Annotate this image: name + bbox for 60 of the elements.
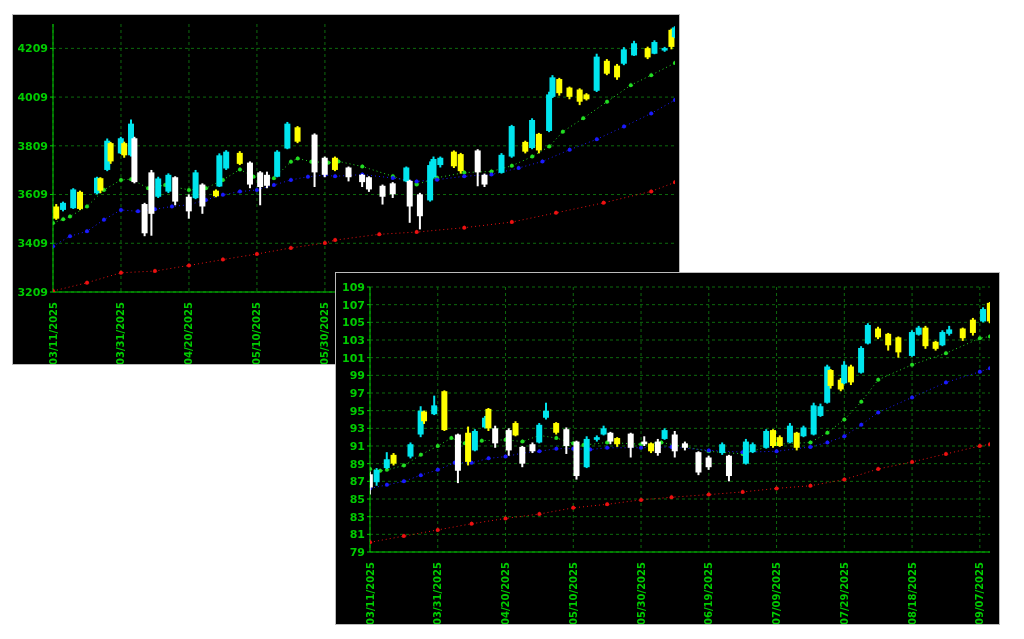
x-tick-label: 03/31/2025: [115, 301, 127, 365]
y-tick-label: 105: [342, 316, 365, 330]
candlestick: [841, 360, 848, 386]
candlestick: [627, 431, 634, 459]
x-tick-label: 07/29/2025: [838, 561, 850, 625]
candlestick: [471, 428, 478, 453]
candlestick: [498, 152, 505, 175]
y-tick-label: 85: [349, 492, 365, 506]
x-tick-label: 09/07/2025: [974, 561, 986, 625]
candlestick: [763, 428, 770, 450]
candlestick: [107, 140, 114, 165]
y-tick-label: 99: [349, 369, 365, 383]
candlestick: [474, 148, 481, 188]
candlestick: [492, 424, 499, 449]
y-tick-label: 3809: [17, 139, 48, 153]
candlestick: [895, 335, 902, 359]
y-tick-label: 101: [342, 351, 365, 365]
candlestick: [695, 450, 702, 477]
candlestick: [847, 363, 854, 387]
x-tick-label: 07/09/2025: [771, 561, 783, 625]
candlestick: [922, 324, 929, 350]
candlestick: [563, 426, 570, 455]
x-tick-label: 05/30/2025: [635, 561, 647, 625]
candlestick: [431, 394, 438, 417]
candlestick: [786, 422, 793, 445]
y-tick-label: 95: [349, 404, 365, 418]
x-tick-label: 04/20/2025: [183, 301, 195, 365]
y-tick-label: 81: [349, 528, 365, 542]
candlestick: [725, 453, 732, 483]
x-tick-label: 05/10/2025: [251, 301, 263, 365]
candlestick: [535, 131, 542, 155]
candlestick: [416, 191, 423, 231]
candlestick: [379, 183, 386, 206]
y-tick-label: 97: [349, 386, 365, 400]
x-tick-label: 03/11/2025: [47, 301, 59, 365]
y-tick-label: 4009: [17, 91, 48, 104]
x-tick-label: 03/11/2025: [364, 561, 376, 625]
y-tick-label: 91: [349, 439, 365, 453]
candlestick: [620, 46, 627, 67]
x-tick-label: 08/18/2025: [906, 561, 918, 625]
y-tick-label: 3409: [17, 237, 48, 251]
candlestick: [827, 368, 834, 390]
x-tick-label: 03/31/2025: [432, 561, 444, 625]
candlestick: [793, 430, 800, 452]
x-tick-label: 04/20/2025: [500, 561, 512, 625]
y-tick-label: 107: [342, 298, 365, 312]
y-tick-label: 103: [342, 333, 365, 347]
y-tick-label: 109: [342, 280, 365, 294]
y-tick-label: 93: [349, 422, 365, 436]
y-tick-label: 83: [349, 510, 365, 524]
y-tick-label: 89: [349, 457, 365, 471]
x-tick-label: 05/30/2025: [319, 301, 331, 365]
y-tick-label: 79: [349, 545, 365, 559]
y-tick-label: 4209: [17, 42, 48, 56]
candlestick: [70, 187, 77, 210]
y-tick-label: 3209: [17, 285, 48, 299]
y-tick-label: 3609: [17, 188, 48, 202]
x-tick-label: 05/10/2025: [567, 561, 579, 625]
y-tick-label: 87: [349, 475, 365, 489]
x-tick-label: 06/19/2025: [703, 561, 715, 625]
